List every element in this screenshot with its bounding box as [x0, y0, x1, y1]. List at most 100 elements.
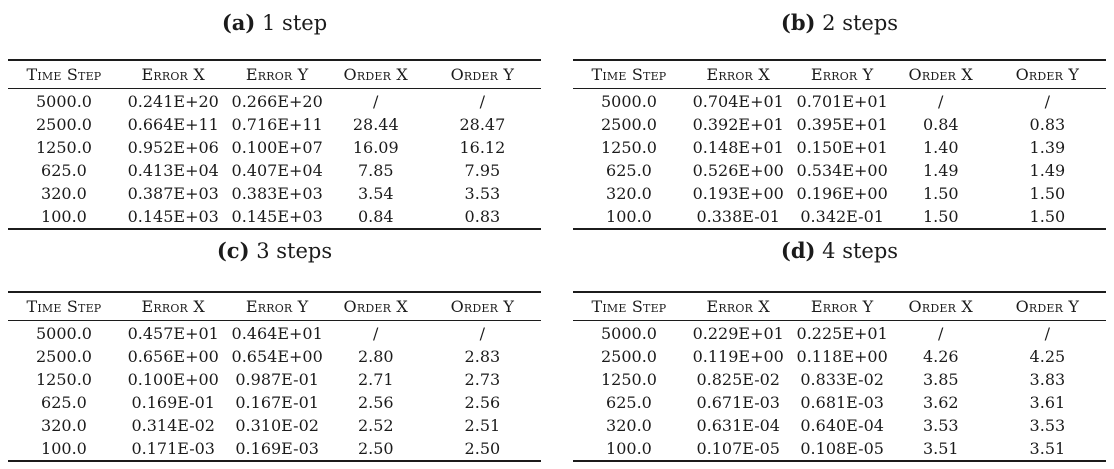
header-row: Time Step Error X Error Y Order X Order Y [8, 60, 541, 89]
results-table-b: Time Step Error X Error Y Order X Order Y 50… [573, 59, 1106, 230]
table-cell: 0.833E-02 [800, 370, 884, 389]
table-cell: 0.395E+01 [796, 115, 888, 134]
table-cell: 0.825E-02 [696, 370, 780, 389]
table-cell: 2.50 [357, 439, 394, 458]
table-row: 1250.0 0.952E+06 0.100E+07 16.09 16.12 [8, 136, 541, 159]
table-cell: 0.145E+03 [231, 207, 323, 226]
table-cell: 3.85 [922, 370, 959, 389]
header-row: Time Step Error X Error Y Order X Order Y [573, 60, 1106, 89]
column-header: Time Step [573, 292, 685, 321]
table-row: 625.0 0.413E+04 0.407E+04 7.85 7.95 [8, 159, 541, 182]
table-row: 5000.0 0.241E+20 0.266E+20 / / [8, 89, 541, 114]
table-cell: 5000.0 [35, 92, 92, 111]
table-cell: 0.413E+04 [127, 161, 219, 180]
column-header: Order X [892, 292, 989, 321]
table-cell: 100.0 [606, 207, 652, 226]
table-cell: 0.196E+00 [796, 184, 888, 203]
table-cell: 5000.0 [600, 92, 657, 111]
subtable-a-caption: (a) 1 step [8, 8, 541, 38]
table-cell: 625.0 [41, 393, 87, 412]
table-cell: 4.26 [922, 347, 959, 366]
table-row: 1250.0 0.148E+01 0.150E+01 1.40 1.39 [573, 136, 1106, 159]
table-cell: 0.534E+00 [796, 161, 888, 180]
table-cell: 3.53 [464, 184, 501, 203]
table-cell: 2.71 [357, 370, 394, 389]
table-cell: 0.169E-01 [131, 393, 215, 412]
table-cell: 3.51 [1029, 439, 1066, 458]
table-cell: 0.716E+11 [231, 115, 323, 134]
table-row: 625.0 0.526E+00 0.534E+00 1.49 1.49 [573, 159, 1106, 182]
table-cell: 2.73 [464, 370, 501, 389]
table-cell: 0.169E-03 [235, 439, 319, 458]
table-cell: 0.342E-01 [800, 207, 884, 226]
table-cell: / [1044, 324, 1051, 343]
table-row: 1250.0 0.825E-02 0.833E-02 3.85 3.83 [573, 368, 1106, 391]
table-cell: 0.119E+00 [692, 347, 784, 366]
table-cell: 320.0 [41, 416, 87, 435]
table-cell: 0.952E+06 [127, 138, 219, 157]
table-cell: 320.0 [606, 184, 652, 203]
column-header: Error Y [226, 292, 328, 321]
column-header: Order Y [988, 60, 1106, 89]
subtable-d: (d) 4 steps Time Step Error X Error Y Order… [573, 230, 1106, 462]
table-cell: 3.54 [357, 184, 394, 203]
table-body: 5000.0 0.241E+20 0.266E+20 / / 2500.0 0.664E+1… [8, 89, 541, 230]
column-header: Error Y [226, 60, 328, 89]
table-cell: 28.44 [352, 115, 399, 134]
table-cell: 2.56 [357, 393, 394, 412]
table-cell: 1.50 [1029, 207, 1066, 226]
table-row: 2500.0 0.664E+11 0.716E+11 28.44 28.47 [8, 113, 541, 136]
table-cell: 0.225E+01 [796, 324, 888, 343]
table-cell: 0.338E-01 [696, 207, 780, 226]
table-cell: 0.193E+00 [692, 184, 784, 203]
column-header: Time Step [573, 60, 685, 89]
table-row: 5000.0 0.704E+01 0.701E+01 / / [573, 89, 1106, 114]
table-cell: 0.701E+01 [796, 92, 888, 111]
table-cell: / [938, 92, 944, 111]
table-row: 2500.0 0.656E+00 0.654E+00 2.80 2.83 [8, 345, 541, 368]
column-header: Time Step [8, 60, 120, 89]
table-cell: 0.118E+00 [796, 347, 888, 366]
table-cell: 0.671E-03 [696, 393, 780, 412]
column-header: Error X [119, 60, 227, 89]
column-header: Order X [327, 292, 424, 321]
table-row: 2500.0 0.119E+00 0.118E+00 4.26 4.25 [573, 345, 1106, 368]
table-cell: 2500.0 [35, 347, 92, 366]
table-cell: 3.53 [922, 416, 959, 435]
table-body: 5000.0 0.229E+01 0.225E+01 / / 2500.0 0.119E+0… [573, 321, 1106, 462]
table-cell: 0.100E+00 [127, 370, 219, 389]
results-table-a: Time Step Error X Error Y Order X Order Y 50… [8, 59, 541, 230]
table-cell: 1.40 [922, 138, 959, 157]
table-cell: 625.0 [606, 393, 652, 412]
table-cell: 0.171E-03 [131, 439, 215, 458]
table-row: 100.0 0.145E+03 0.145E+03 0.84 0.83 [8, 205, 541, 229]
table-cell: 0.229E+01 [692, 324, 784, 343]
table-cell: 0.526E+00 [692, 161, 784, 180]
table-cell: 100.0 [41, 439, 87, 458]
table-cell: 0.148E+01 [692, 138, 784, 157]
table-row: 320.0 0.314E-02 0.310E-02 2.52 2.51 [8, 414, 541, 437]
table-cell: 1.50 [922, 207, 959, 226]
table-cell: 0.167E-01 [235, 393, 319, 412]
table-cell: / [1044, 92, 1051, 111]
table-cell: 0.83 [464, 207, 501, 226]
table-cell: 0.681E-03 [800, 393, 884, 412]
table-cell: 0.241E+20 [127, 92, 219, 111]
table-cell: 0.310E-02 [235, 416, 319, 435]
table-cell: 1.50 [1029, 184, 1066, 203]
table-cell: 0.145E+03 [127, 207, 219, 226]
table-cell: 28.47 [459, 115, 506, 134]
table-cell: 3.61 [1029, 393, 1066, 412]
table-cell: 0.150E+01 [796, 138, 888, 157]
table-cell: 0.84 [357, 207, 394, 226]
table-cell: 625.0 [41, 161, 87, 180]
column-header: Error Y [791, 292, 893, 321]
column-header: Order Y [423, 292, 541, 321]
table-cell: 0.704E+01 [692, 92, 784, 111]
table-row: 625.0 0.671E-03 0.681E-03 3.62 3.61 [573, 391, 1106, 414]
table-cell: 625.0 [606, 161, 652, 180]
table-cell: 0.464E+01 [231, 324, 323, 343]
subtable-d-caption: (d) 4 steps [573, 236, 1106, 266]
table-row: 100.0 0.171E-03 0.169E-03 2.50 2.50 [8, 437, 541, 461]
